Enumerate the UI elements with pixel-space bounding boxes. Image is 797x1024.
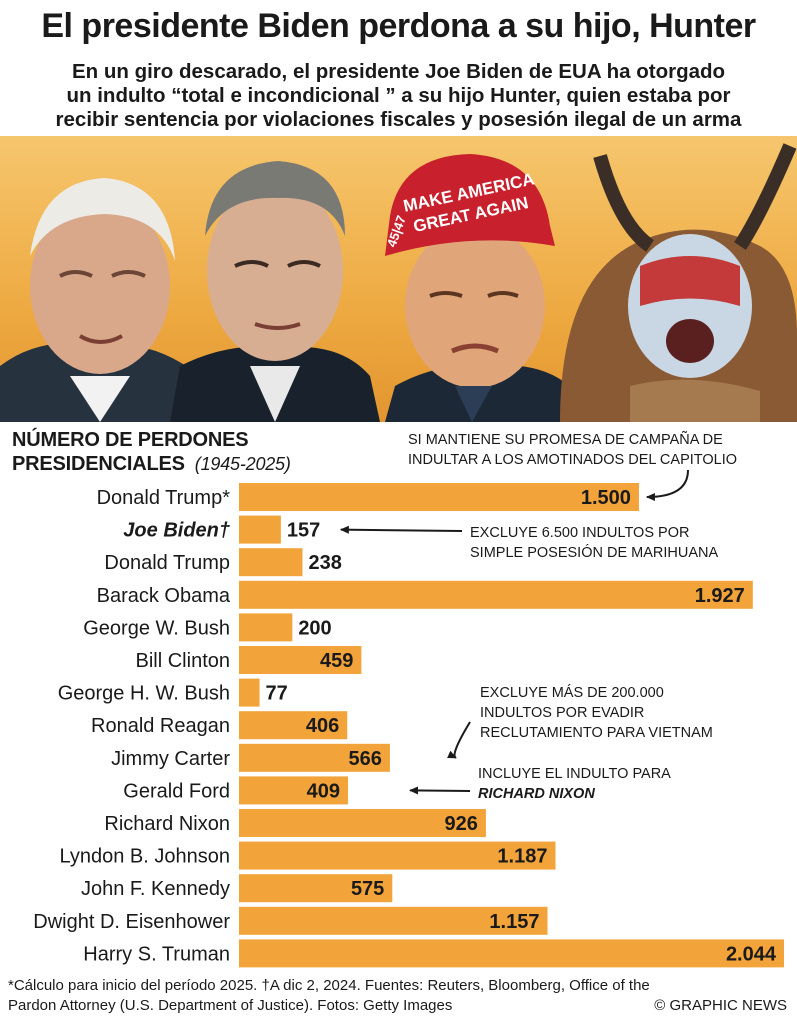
annotation-carter-line-2: INDULTOS POR EVADIR [480, 705, 644, 721]
labels-layer: Donald Trump* 1.500 Joe Biden† 157 Donald Tr… [33, 487, 777, 965]
value-label-14: 2.044 [726, 943, 777, 965]
category-label-12: John F. Kennedy [81, 878, 230, 900]
value-label-6: 77 [266, 683, 288, 705]
bar-10 [239, 809, 486, 837]
bar-5 [239, 646, 362, 674]
annotation-trump-2025-line-1: SI MANTIENE SU PROMESA DE CAMPAÑA DE [408, 431, 723, 448]
value-label-4: 200 [298, 617, 331, 639]
category-label-0: Donald Trump* [97, 487, 231, 509]
category-label-4: George W. Bush [83, 617, 230, 639]
category-label-13: Dwight D. Eisenhower [33, 911, 230, 933]
bar-12 [239, 874, 393, 903]
bar-4 [239, 613, 293, 642]
portrait-capitol-rioter [560, 143, 797, 422]
annotation-carter-line-1: EXCLUYE MÁS DE 200.000 [480, 684, 664, 701]
chart-years: (1945-2025) [194, 454, 291, 474]
category-label-6: George H. W. Bush [58, 683, 230, 705]
footnote: *Cálculo para inicio del período 2025. †… [8, 976, 797, 1016]
value-label-8: 566 [349, 748, 382, 770]
value-label-5: 459 [320, 650, 353, 672]
subtitle-line-3: recibir sentencia por violaciones fiscal… [55, 108, 742, 131]
annotation-biden-line-2: SIMPLE POSESIÓN DE MARIHUANA [470, 544, 718, 561]
value-label-2: 238 [308, 552, 341, 574]
value-label-3: 1.927 [695, 585, 745, 607]
chart-title-line-2: PRESIDENCIALES (1945-2025) [12, 452, 291, 476]
portrait-joe-biden [0, 178, 210, 422]
bar-1 [239, 515, 281, 544]
bar-2 [239, 548, 303, 577]
annotation-biden-line-1: EXCLUYE 6.500 INDULTOS POR [470, 525, 689, 541]
page-title: El presidente Biden perdona a su hijo, H… [41, 7, 756, 45]
bar-9 [239, 776, 349, 805]
bars-layer [239, 483, 784, 968]
bar-6 [239, 678, 260, 707]
bar-8 [239, 743, 390, 772]
value-label-1: 157 [287, 520, 320, 542]
annotation-ford-line-1: INCLUYE EL INDULTO PARA [478, 766, 671, 782]
annotation-trump-2025-line-2: INDULTAR A LOS AMOTINADOS DEL CAPITOLIO [408, 452, 737, 468]
bar-0 [239, 483, 639, 511]
bar-11 [239, 841, 556, 870]
portrait-donald-trump: MAKE AMERICA GREAT AGAIN 45|47 [384, 154, 580, 422]
photo-collage: MAKE AMERICA GREAT AGAIN 45|47 [0, 136, 797, 422]
bar-14 [239, 939, 784, 968]
subtitle-line-2: un indulto “total e incondicional ” a su… [66, 84, 731, 107]
category-label-10: Richard Nixon [104, 813, 230, 835]
category-label-9: Gerald Ford [123, 780, 230, 802]
annotation-arrow-ford [409, 786, 471, 795]
bar-7 [239, 711, 348, 740]
category-label-2: Donald Trump [104, 552, 230, 574]
value-label-13: 1.157 [489, 911, 539, 933]
category-label-7: Ronald Reagan [91, 715, 230, 737]
category-label-5: Bill Clinton [136, 650, 230, 672]
category-label-1: Joe Biden† [123, 520, 230, 542]
photo-illustration: MAKE AMERICA GREAT AGAIN 45|47 [0, 143, 797, 422]
bar-13 [239, 906, 548, 935]
value-label-12: 575 [351, 878, 384, 900]
footnote-line-2: Pardon Attorney (U.S. Department of Just… [8, 997, 453, 1014]
annotation-carter-line-3: RECLUTAMIENTO PARA VIETNAM [480, 725, 713, 741]
chart-title-line-1: NÚMERO DE PERDONES [12, 429, 249, 451]
category-label-3: Barack Obama [97, 585, 231, 607]
annotations-layer: SI MANTIENE SU PROMESA DE CAMPAÑA DE INDU… [339, 431, 737, 802]
value-label-11: 1.187 [497, 846, 547, 868]
subtitle-line-1: En un giro descarado, el presidente Joe … [71, 60, 726, 83]
footnote-line-1: *Cálculo para inicio del período 2025. †… [8, 977, 650, 994]
category-label-11: Lyndon B. Johnson [60, 846, 231, 868]
value-label-10: 926 [445, 813, 478, 835]
subtitle: En un giro descarado, el presidente Joe … [0, 60, 797, 132]
credit: © GRAPHIC NEWS [654, 997, 787, 1014]
annotation-arrow-carter [446, 721, 471, 759]
value-label-7: 406 [306, 715, 339, 737]
value-label-9: 409 [307, 780, 340, 802]
bar-3 [239, 580, 753, 609]
annotation-ford-line-2: RICHARD NIXON [478, 786, 595, 802]
portrait-hunter-biden [170, 161, 380, 422]
category-label-14: Harry S. Truman [83, 943, 230, 965]
chart-title-line-2-text: PRESIDENCIALES [12, 453, 185, 475]
annotation-arrow-trump-2025 [645, 469, 689, 501]
chart-heading: NÚMERO DE PERDONES PRESIDENCIALES (1945-2… [12, 428, 291, 476]
category-label-8: Jimmy Carter [111, 748, 230, 770]
value-label-0: 1.500 [581, 487, 631, 509]
annotation-arrow-biden [339, 525, 463, 534]
